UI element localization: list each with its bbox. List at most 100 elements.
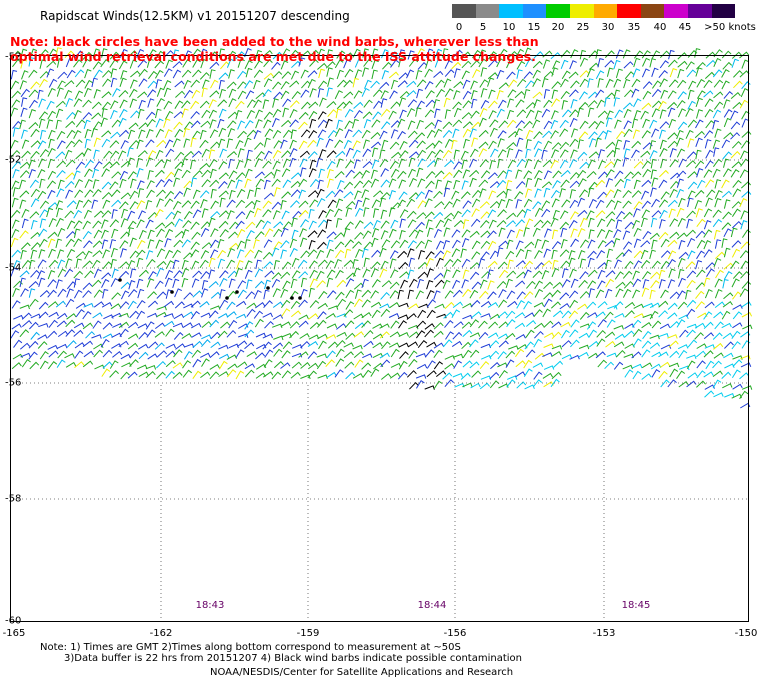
wind-barb [201, 87, 208, 98]
wind-barb [649, 334, 660, 340]
wind-barb [597, 280, 606, 290]
wind-barb [210, 331, 221, 340]
wind-barb [381, 280, 392, 288]
wind-barb [641, 349, 651, 358]
wind-barb [343, 342, 354, 348]
wind-barb [622, 230, 631, 240]
wind-barb [640, 240, 651, 248]
wind-barb [191, 278, 200, 288]
wind-barb [739, 372, 750, 380]
wind-barb [165, 59, 173, 69]
wind-barb [597, 269, 606, 279]
wind-barb [613, 325, 624, 330]
wind-barb [524, 312, 535, 319]
wind-barb [298, 57, 306, 67]
wind-barb [650, 187, 657, 197]
wind-barb [119, 48, 128, 58]
wind-barb [389, 281, 400, 289]
wind-barb [145, 365, 157, 370]
wind-barb [624, 310, 635, 318]
wind-barb [317, 302, 328, 310]
wind-barb [217, 313, 229, 319]
wind-barb [695, 259, 703, 270]
wind-barb [48, 48, 57, 58]
wind-barb [137, 59, 148, 68]
wind-barb [686, 299, 697, 308]
wind-barb [498, 269, 508, 278]
wind-barb [397, 80, 408, 88]
wind-barb [245, 67, 253, 78]
wind-barb [687, 250, 696, 260]
wind-barb [20, 59, 28, 69]
wind-barb [613, 59, 621, 70]
wind-barb [30, 219, 38, 230]
wind-barb [515, 240, 524, 250]
wind-barb [210, 305, 221, 310]
wind-barb [129, 59, 138, 69]
wind-barb [487, 260, 498, 268]
wind-barb [362, 268, 371, 278]
wind-barb [244, 120, 254, 129]
wind-barb [417, 158, 426, 168]
wind-barb [577, 197, 586, 207]
wind-barb [199, 162, 210, 170]
wind-barb [678, 380, 689, 388]
wind-barb [244, 168, 253, 178]
wind-barb [21, 70, 29, 80]
wind-barb [48, 138, 55, 149]
wind-barb [732, 311, 743, 320]
wind-barb [291, 90, 301, 100]
wind-barb [109, 360, 119, 369]
wind-barb [578, 131, 589, 140]
wind-barb [10, 237, 19, 248]
wind-barb [246, 129, 257, 138]
wind-barb [669, 67, 678, 78]
wind-barb [191, 349, 201, 358]
wind-barb [651, 108, 660, 118]
wind-barb [334, 241, 345, 250]
wind-barb [659, 169, 669, 178]
wind-barb [47, 202, 58, 210]
wind-barb [704, 390, 715, 398]
wind-barb [543, 343, 554, 348]
wind-barb [102, 322, 113, 330]
wind-barb [444, 138, 454, 148]
wind-barb [244, 249, 254, 258]
wind-barb [101, 210, 112, 218]
wind-barb [515, 199, 522, 209]
wind-barb [424, 189, 433, 199]
wind-barb [489, 350, 500, 359]
wind-barb [615, 68, 623, 79]
wind-barb [507, 300, 518, 308]
wind-barb [110, 77, 118, 88]
wind-barb [255, 49, 263, 60]
wind-barb [91, 77, 98, 88]
wind-barb [568, 257, 576, 268]
wind-barb [478, 117, 487, 127]
wind-barb [543, 320, 554, 328]
wind-barb [525, 218, 534, 228]
wind-barb [11, 323, 22, 330]
wind-barb [318, 219, 328, 228]
wind-barb [254, 249, 263, 259]
wind-barb [39, 350, 49, 360]
wind-barb [83, 302, 94, 308]
wind-barb [281, 210, 290, 220]
wind-barb [156, 267, 165, 277]
wind-barb [219, 270, 229, 279]
wind-barb [218, 371, 229, 377]
wind-barb [219, 353, 230, 360]
wind-barb [551, 142, 562, 150]
wind-barb [640, 259, 651, 269]
wind-barb [83, 350, 94, 358]
wind-barb [397, 199, 406, 209]
wind-barb [506, 148, 514, 158]
wind-barb [659, 78, 668, 88]
wind-barb [280, 321, 291, 328]
wind-barb [281, 150, 291, 158]
wind-barb [480, 300, 492, 308]
wind-barb [436, 88, 445, 98]
wind-barb [408, 58, 419, 67]
wind-barb [613, 200, 622, 210]
wind-barb [696, 109, 703, 119]
